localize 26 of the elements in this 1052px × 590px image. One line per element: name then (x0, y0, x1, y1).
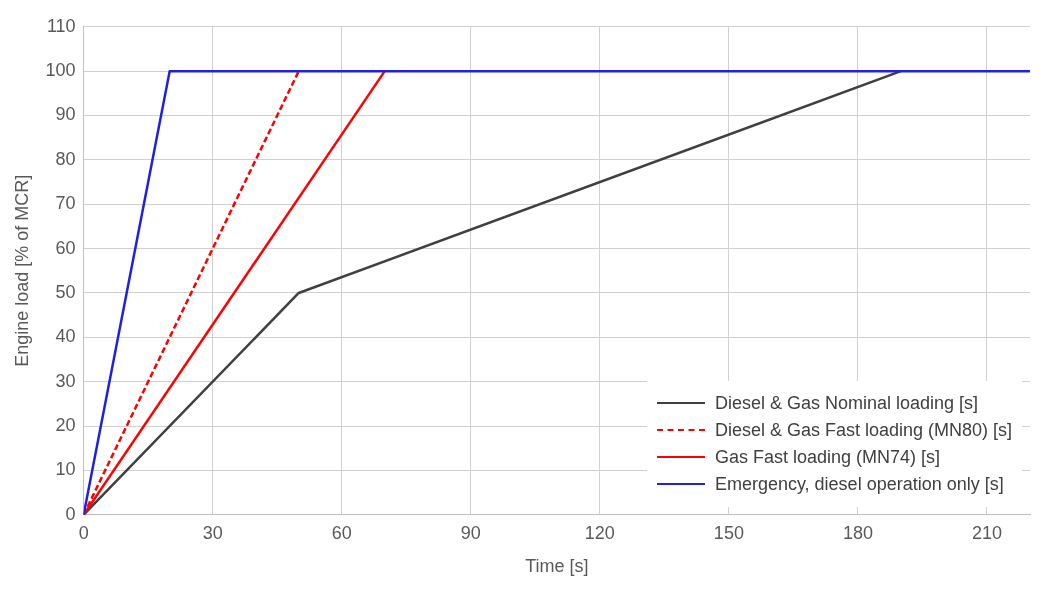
x-axis-title: Time [s] (525, 556, 589, 577)
y-tick-label: 100 (45, 60, 76, 81)
y-tick-label: 20 (55, 415, 76, 436)
legend-label: Diesel & Gas Nominal loading [s] (714, 392, 979, 414)
x-tick-label: 150 (713, 522, 744, 543)
y-tick-label: 80 (55, 148, 76, 169)
legend-label: Diesel & Gas Fast loading (MN80) [s] (714, 419, 1012, 441)
y-tick-label: 70 (55, 193, 76, 214)
y-tick-label: 50 (55, 281, 76, 302)
y-axis-title: Engine load [% of MCR] (11, 174, 32, 367)
y-tick-label: 90 (55, 104, 76, 125)
legend-label: Gas Fast loading (MN74) [s] (714, 446, 940, 468)
y-tick-label: 60 (55, 237, 76, 258)
x-tick-label: 30 (202, 522, 223, 543)
y-tick-label: 30 (55, 370, 76, 391)
x-tick-label: 120 (584, 522, 615, 543)
x-tick-label: 210 (971, 522, 1003, 543)
y-tick-label: 40 (55, 326, 76, 347)
y-tick-label: 110 (46, 15, 76, 36)
x-tick-label: 60 (331, 522, 352, 543)
x-tick-label: 180 (842, 522, 873, 543)
y-tick-label: 10 (55, 459, 76, 480)
y-tick-label: 0 (65, 503, 76, 524)
x-tick-label: 0 (78, 522, 89, 543)
legend-label: Emergency, diesel operation only [s] (714, 473, 1004, 495)
x-tick-label: 90 (460, 522, 481, 543)
